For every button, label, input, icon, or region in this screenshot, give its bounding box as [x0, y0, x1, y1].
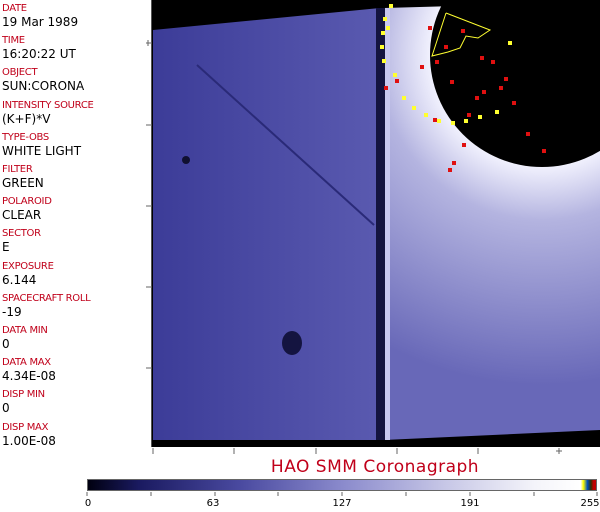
red-marker [450, 80, 454, 84]
field-label: FILTER [2, 164, 33, 175]
field-label: INTENSITY SOURCE [2, 99, 94, 111]
red-marker [467, 113, 471, 117]
field-label: DATE [2, 3, 27, 14]
red-marker [395, 79, 399, 83]
pylon-shadow [376, 8, 385, 440]
red-marker [504, 77, 508, 81]
yellow-marker [402, 96, 406, 100]
yellow-marker [380, 45, 384, 49]
field-label: DISP MIN [2, 389, 45, 401]
coronagraph-image[interactable] [152, 0, 600, 447]
field-value: 0 [2, 337, 10, 351]
red-marker [482, 90, 486, 94]
colorbar-tick-label: 191 [460, 498, 480, 509]
yellow-marker [495, 110, 499, 114]
yellow-marker [412, 106, 416, 110]
field-value: (K+F)*V [2, 111, 51, 126]
red-marker [384, 86, 388, 90]
field-value: 16:20:22 UT [2, 47, 76, 62]
red-marker [452, 161, 456, 165]
yellow-marker [451, 121, 455, 125]
yellow-marker [508, 41, 512, 45]
red-marker [428, 26, 432, 30]
red-marker [475, 96, 479, 100]
instrument-title: HAO SMM Coronagraph [270, 457, 480, 477]
colorbar-tick-label: 63 [206, 498, 220, 509]
field-value: 1.00E-08 [2, 433, 56, 448]
field-label: SECTOR [2, 228, 41, 240]
yellow-marker [424, 113, 428, 117]
yellow-marker [464, 119, 468, 123]
field-value: 6.144 [2, 272, 37, 287]
red-marker [435, 60, 439, 64]
red-marker [526, 132, 530, 136]
diagonal-streak [196, 64, 375, 226]
colorbar-tick-label: 0 [84, 498, 92, 509]
field-label: DISP MAX [2, 421, 49, 433]
yellow-marker [393, 73, 397, 77]
field-value: -19 [2, 304, 22, 319]
red-marker [448, 168, 452, 172]
pylon-edge [385, 8, 390, 440]
red-marker [491, 60, 495, 64]
field-label: TIME [2, 35, 25, 47]
red-marker [461, 29, 465, 33]
field-value: E [2, 240, 10, 255]
field-label: OBJECT [2, 67, 38, 79]
yellow-marker [386, 26, 390, 30]
dust-spot [182, 156, 190, 164]
field-label: TYPE-OBS [2, 131, 49, 143]
colorbar [87, 479, 597, 491]
occulter [430, 0, 600, 167]
red-marker [433, 118, 437, 122]
yellow-marker [381, 31, 385, 35]
header-info-panel: DATE 19 Mar 1989 TIME 16:20:22 UT OBJECT SUN:… [0, 0, 152, 448]
colorbar-tick-label: 255 [580, 498, 600, 509]
dust-spot [282, 331, 302, 355]
red-marker [512, 101, 516, 105]
field-value: 19 Mar 1989 [2, 15, 79, 29]
yellow-marker [383, 17, 387, 21]
orientation-triangle [431, 12, 492, 57]
field-value: GREEN [2, 176, 44, 190]
field-value: 0 [2, 401, 10, 416]
red-marker [420, 65, 424, 69]
yellow-marker [389, 4, 393, 8]
red-marker [480, 56, 484, 60]
field-label: DATA MAX [2, 357, 51, 369]
field-label: EXPOSURE [2, 260, 54, 272]
field-label: DATA MIN [2, 325, 48, 336]
left-sector [153, 8, 380, 440]
yellow-marker [382, 59, 386, 63]
field-value: SUN:CORONA [2, 79, 85, 94]
yellow-marker [437, 119, 441, 123]
field-label: POLAROID [2, 196, 52, 208]
colorbar-tick-label: 127 [332, 498, 352, 509]
red-marker [444, 45, 448, 49]
yellow-marker [478, 115, 482, 119]
field-value: WHITE LIGHT [2, 143, 82, 158]
red-marker [499, 86, 503, 90]
field-value: CLEAR [2, 208, 42, 223]
red-marker [542, 149, 546, 153]
red-marker [462, 143, 466, 147]
overlay-markers [380, 4, 546, 172]
field-value: 4.34E-08 [2, 369, 56, 384]
field-label: SPACECRAFT ROLL [2, 292, 91, 304]
